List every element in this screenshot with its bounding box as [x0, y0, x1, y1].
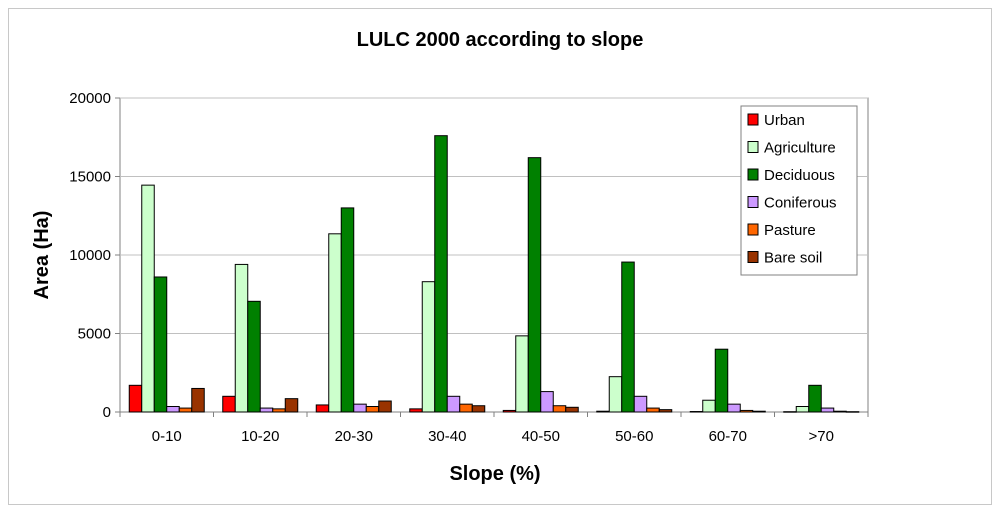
bar-bare-soil: [378, 400, 392, 413]
x-tick-label: 40-50: [522, 428, 560, 445]
bar-coniferous: [633, 395, 648, 413]
bar-pasture: [646, 407, 660, 413]
bar-pasture: [552, 405, 567, 413]
legend-box: [740, 105, 858, 276]
y-axis-ticks: 0 5000 10000 15000 20000: [69, 90, 120, 421]
legend-label: Bare soil: [764, 250, 822, 267]
bar-urban: [409, 408, 423, 413]
legend-label: Pasture: [764, 222, 816, 239]
bar-coniferous: [727, 403, 741, 413]
bar-deciduous: [247, 300, 261, 413]
bar-pasture: [833, 410, 847, 413]
legend-swatch: [747, 113, 759, 126]
bar-urban: [689, 411, 704, 413]
y-tick-label: 15000: [69, 169, 111, 186]
bar-bare-soil: [284, 398, 299, 413]
y-tick-label: 5000: [78, 326, 111, 343]
bar-pasture: [739, 409, 754, 413]
legend-swatch: [747, 141, 759, 153]
x-tick-label: 30-40: [428, 428, 466, 445]
bar-urban: [783, 411, 797, 413]
bar-deciduous: [808, 384, 822, 413]
x-axis-ticks: 0-10 10-20 20-30 30-40 40-50 50-60 60-70 >70: [119, 412, 869, 445]
legend-label: Coniferous: [764, 195, 837, 212]
y-axis-label: Area (Ha): [31, 211, 53, 300]
bar-bare-soil: [752, 410, 766, 413]
bars: [128, 135, 860, 413]
x-tick-label: 50-60: [615, 428, 653, 445]
y-tick-label: 20000: [69, 90, 111, 107]
bar-urban: [315, 404, 330, 413]
legend-label: Urban: [764, 112, 805, 129]
bar-agriculture: [328, 233, 342, 413]
bar-bare-soil: [845, 411, 860, 413]
x-axis-label: Slope (%): [449, 463, 540, 485]
bar-agriculture: [421, 281, 436, 413]
bar-coniferous: [540, 391, 554, 413]
bar-agriculture: [702, 399, 716, 413]
x-tick-label: >70: [809, 428, 834, 445]
bar-coniferous: [259, 407, 274, 413]
bar-bare-soil: [471, 405, 486, 413]
x-tick-label: 0-10: [152, 428, 182, 445]
bar-pasture: [365, 406, 380, 413]
legend-label: Deciduous: [764, 167, 835, 184]
x-tick-label: 60-70: [709, 428, 747, 445]
bar-pasture: [272, 408, 286, 413]
y-tick-label: 0: [103, 404, 111, 421]
bar-deciduous: [527, 157, 542, 413]
bar-urban: [596, 410, 610, 413]
legend-swatch: [747, 196, 759, 208]
bar-urban: [502, 409, 517, 413]
x-tick-label: 20-30: [335, 428, 373, 445]
bar-bare-soil: [191, 387, 205, 413]
y-tick-label: 10000: [69, 247, 111, 264]
legend-swatch: [747, 223, 759, 236]
bar-agriculture: [141, 184, 155, 413]
bar-agriculture: [795, 406, 810, 413]
bar-urban: [128, 384, 143, 413]
bar-agriculture: [608, 376, 623, 413]
bar-pasture: [178, 407, 193, 413]
bar-coniferous: [820, 407, 835, 413]
legend: Urban Agriculture Deciduous Coniferous Pastu…: [740, 105, 858, 276]
legend-swatch: [747, 251, 759, 263]
bar-coniferous: [353, 403, 367, 413]
legend-swatch: [747, 168, 759, 181]
bar-deciduous: [434, 135, 448, 413]
bar-bare-soil: [565, 406, 579, 413]
bar-agriculture: [234, 263, 249, 413]
bar-agriculture: [515, 335, 529, 413]
bar-deciduous: [621, 261, 635, 413]
legend-label: Agriculture: [764, 140, 836, 157]
bar-coniferous: [446, 395, 461, 413]
bar-deciduous: [153, 276, 168, 413]
bar-deciduous: [340, 207, 355, 413]
bar-pasture: [459, 403, 473, 413]
bar-urban: [222, 395, 236, 413]
bar-deciduous: [714, 348, 729, 413]
bar-coniferous: [166, 406, 180, 413]
chart-title: LULC 2000 according to slope: [357, 29, 644, 51]
x-tick-label: 10-20: [241, 428, 279, 445]
bar-bare-soil: [658, 409, 673, 413]
